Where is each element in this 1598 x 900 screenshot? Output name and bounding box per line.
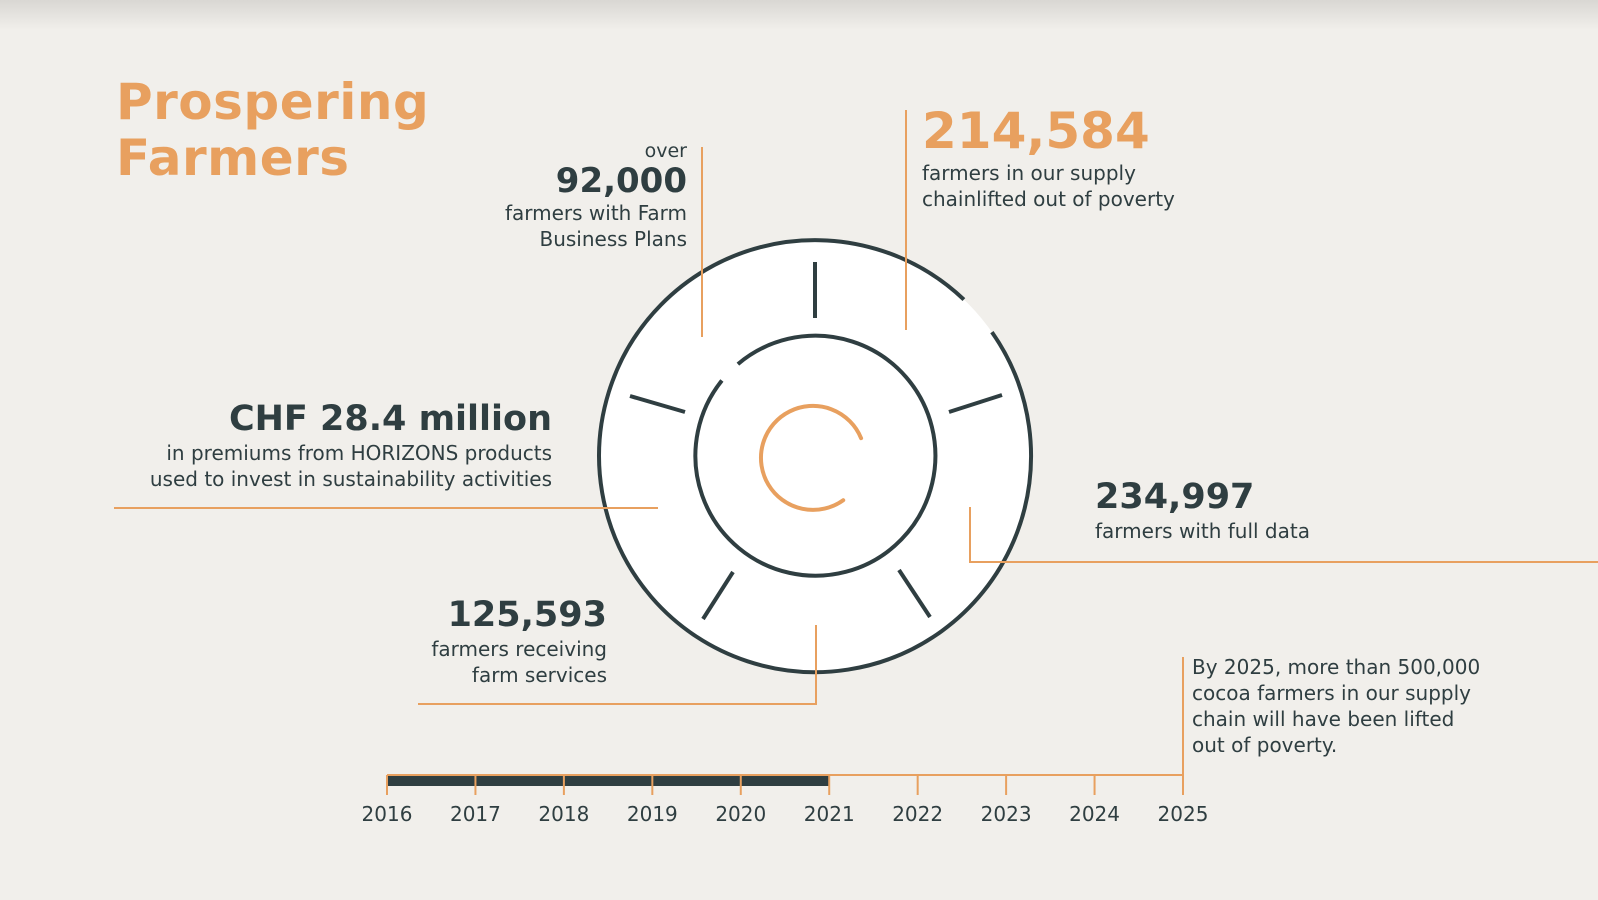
outer-ring bbox=[597, 238, 1034, 675]
page-title: Prospering Farmers bbox=[116, 74, 429, 186]
target-note-line-2: cocoa farmers in our supply bbox=[1192, 681, 1471, 705]
timeline-year-label: 2022 bbox=[892, 802, 944, 826]
callout-line-full-data bbox=[969, 507, 1598, 563]
target-note-line-4: out of poverty. bbox=[1192, 733, 1338, 757]
stat-business-plans-desc-2: Business Plans bbox=[539, 227, 687, 251]
target-note: By 2025, more than 500,000 cocoa farmers… bbox=[1192, 654, 1532, 758]
timeline-year-label: 2018 bbox=[538, 802, 590, 826]
stat-farm-services-value: 125,593 bbox=[447, 595, 607, 635]
stat-business-plans: over 92,000 farmers with Farm Business P… bbox=[427, 140, 687, 252]
center-ring bbox=[758, 403, 864, 512]
stat-farm-services-desc-2: farm services bbox=[471, 663, 607, 687]
stat-lifted-desc-1: farmers in our supply bbox=[922, 161, 1136, 185]
callout-line-farm-services bbox=[418, 625, 817, 705]
stat-premiums-desc-2: used to invest in sustainability activit… bbox=[149, 467, 552, 491]
timeline-year-label: 2019 bbox=[626, 802, 678, 826]
timeline-year-label: 2020 bbox=[715, 802, 767, 826]
stat-full-data-desc: farmers with full data bbox=[1095, 519, 1310, 543]
stat-lifted-out-of-poverty: 214,584 farmers in our supply chainlifte… bbox=[922, 102, 1242, 212]
target-note-line-1: By 2025, more than 500,000 bbox=[1192, 655, 1481, 679]
stat-lifted-value: 214,584 bbox=[922, 102, 1150, 160]
timeline-year-label: 2023 bbox=[980, 802, 1032, 826]
timeline-year-label: 2017 bbox=[449, 802, 501, 826]
stat-premiums-desc-1: in premiums from HORIZONS products bbox=[166, 441, 552, 465]
page-title-line-1: Prospering bbox=[116, 73, 430, 131]
page-title-line-2: Farmers bbox=[116, 129, 350, 187]
top-shadow bbox=[0, 0, 1598, 30]
timeline-progress-bar bbox=[387, 775, 830, 786]
timeline-year-label: 2024 bbox=[1069, 802, 1120, 826]
stat-full-data: 234,997 farmers with full data bbox=[1095, 476, 1395, 544]
stat-farm-services-desc-1: farmers receiving bbox=[431, 637, 607, 661]
timeline bbox=[386, 774, 1184, 795]
spoke-lower-left bbox=[701, 570, 735, 621]
stat-premiums-value: CHF 28.4 million bbox=[228, 399, 552, 439]
callout-lines bbox=[114, 110, 1598, 775]
spoke-upper-left bbox=[629, 394, 686, 414]
stat-lifted-desc-2: chainlifted out of poverty bbox=[922, 187, 1175, 211]
timeline-year-label: 2021 bbox=[803, 802, 855, 826]
target-note-line-3: chain will have been lifted bbox=[1192, 707, 1455, 731]
timeline-year-label: 2025 bbox=[1157, 802, 1209, 826]
outer-circle-fill bbox=[599, 240, 1031, 672]
stat-farm-services: 125,593 farmers receiving farm services bbox=[347, 594, 607, 688]
spoke-upper-right bbox=[948, 393, 1003, 414]
stat-business-plans-desc-1: farmers with Farm bbox=[504, 201, 687, 225]
spoke-lower-right bbox=[897, 568, 932, 619]
timeline-year-label: 2016 bbox=[361, 802, 413, 826]
inner-ring bbox=[693, 333, 938, 578]
stat-business-plans-prefix: over bbox=[644, 140, 687, 162]
stat-premiums: CHF 28.4 million in premiums from HORIZO… bbox=[92, 398, 552, 492]
stat-full-data-value: 234,997 bbox=[1095, 477, 1255, 517]
stat-business-plans-value: 92,000 bbox=[555, 161, 687, 201]
